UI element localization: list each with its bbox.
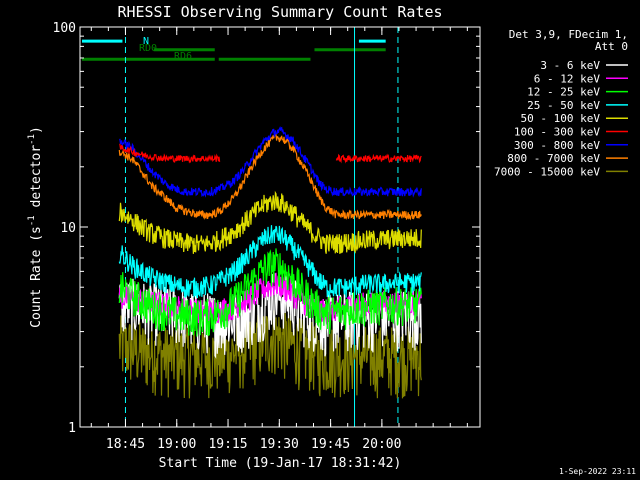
legend-entry-label: 300 - 800 keV: [514, 139, 600, 152]
flag-bar-label: N: [143, 36, 149, 47]
series-300-800-kev: [119, 125, 422, 198]
series-line: [118, 131, 422, 221]
series-line: [118, 190, 422, 254]
legend-entry-label: 3 - 6 keV: [540, 59, 600, 72]
y-tick-label: 100: [53, 21, 76, 36]
series-7000-15000-kev: [118, 310, 422, 399]
y-axis-label-main: Count Rate (s: [29, 226, 44, 328]
series-25-50-kev: [118, 225, 422, 299]
legend-title-line1: Det 3,9, FDecim 1,: [509, 28, 628, 41]
chart-title: RHESSI Observing Summary Count Rates: [117, 3, 442, 21]
series-12-25-kev: [118, 248, 422, 337]
flag-bar-label: RD0: [139, 43, 157, 54]
series-line: [118, 225, 422, 299]
x-tick-label: 18:45: [106, 437, 145, 452]
x-axis: 18:45 19:00 19:15 19:30 19:45 20:00: [90, 27, 468, 452]
legend-entry-label: 7000 - 15000 keV: [494, 165, 600, 178]
series-50-100-kev: [118, 190, 422, 254]
series-line: [119, 125, 422, 198]
series-line: [118, 310, 422, 399]
legend-entry-label: 50 - 100 keV: [521, 112, 601, 125]
x-tick-label: 19:15: [208, 437, 247, 452]
x-tick-label: 19:30: [260, 437, 299, 452]
legend-title-line2: Att 0: [595, 40, 628, 53]
series-line: [119, 143, 422, 164]
y-axis-label-sup2: -1: [27, 134, 37, 145]
x-tick-label: 19:45: [311, 437, 350, 452]
legend-entry-label: 6 - 12 keV: [534, 72, 601, 85]
y-axis-label-sup1: -1: [27, 215, 37, 226]
y-tick-label: 1: [68, 421, 76, 436]
legend-entry-label: 800 - 7000 keV: [507, 152, 600, 165]
y-axis-label-mid: detector: [29, 145, 44, 216]
y-axis-label: Count Rate (s-1 detector-1): [27, 126, 44, 328]
y-tick-label: 10: [60, 221, 76, 236]
legend-entry-label: 25 - 50 keV: [527, 99, 600, 112]
series-layer: [118, 125, 422, 399]
x-tick-label: 20:00: [362, 437, 401, 452]
y-axis-label-end: ): [29, 126, 44, 134]
legend-entry-label: 12 - 25 keV: [527, 86, 600, 99]
series-100-300-kev: [119, 143, 422, 164]
series-800-7000-kev: [118, 131, 422, 221]
x-tick-label: 19:00: [157, 437, 196, 452]
flag-bar-label: RD6: [174, 51, 192, 62]
x-axis-label: Start Time (19-Jan-17 18:31:42): [159, 456, 402, 471]
footer-date: 1-Sep-2022 23:11: [559, 467, 636, 476]
legend-entry-label: 100 - 300 keV: [514, 126, 600, 139]
series-line: [118, 248, 422, 337]
y-axis: 1 10 100: [53, 21, 480, 436]
